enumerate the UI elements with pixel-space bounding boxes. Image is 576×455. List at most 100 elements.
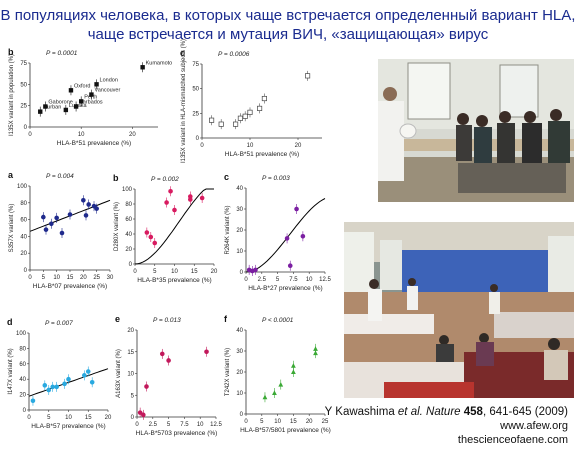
data-point [94, 206, 99, 211]
y-tick-label: 0 [24, 125, 28, 131]
data-point-label: Barbados [79, 100, 103, 106]
citation-site-afew: www.afew.org [500, 420, 568, 432]
data-point [253, 267, 258, 273]
x-tick-label: 0 [200, 143, 204, 149]
data-point [168, 188, 173, 194]
y-tick-label: 60 [125, 217, 132, 223]
x-axis-title: HLA-B*51 prevalence (%) [225, 151, 299, 158]
y-tick-label: 30 [236, 207, 243, 213]
data-point [66, 376, 71, 382]
x-tick-label: 2.5 [258, 277, 267, 283]
y-tick-label: 40 [19, 377, 26, 383]
x-tick-label: 10 [247, 143, 254, 149]
y-tick-label: 40 [236, 328, 243, 334]
data-point [144, 230, 150, 235]
x-axis-title: HLA-B*35 prevalence (%) [137, 277, 211, 284]
x-tick-label: 30 [107, 275, 114, 281]
data-point [166, 358, 171, 363]
x-tick-label: 25 [93, 275, 100, 281]
x-axis-title: HLA-B*07 prevalence (%) [33, 283, 107, 290]
p-value-label: P = 0.007 [45, 320, 73, 327]
chart-panel-1: b P = 0.0001 0 10 20 0 25 50 75 HLA-B*51 prevalen… [8, 47, 172, 147]
hospital-ward-image [344, 222, 574, 398]
y-tick-label: 20 [236, 370, 243, 376]
y-tick-label: 0 [129, 262, 133, 268]
x-tick-label: 7.5 [289, 277, 298, 283]
x-tick-label: 10 [274, 419, 281, 425]
x-axis-title: HLA-B*5703 prevalence (%) [136, 430, 218, 437]
data-point [86, 202, 91, 207]
y-tick-label: 100 [17, 184, 28, 190]
y-tick-label: 10 [236, 249, 243, 255]
data-point [38, 109, 43, 114]
fit-curve [134, 188, 214, 265]
y-axis-title: D280X variant (%) [114, 202, 120, 251]
y-tick-label: 100 [122, 187, 133, 193]
data-point [68, 88, 74, 93]
data-point [172, 207, 177, 213]
data-point [294, 206, 299, 212]
data-point [278, 382, 284, 387]
p-value-label: P = 0.0006 [218, 51, 250, 58]
p-value-label: P = 0.004 [46, 173, 74, 180]
x-tick-label: 0 [244, 419, 248, 425]
title-line-1: В популяциях человека, в которых чаще вс… [0, 7, 576, 24]
data-point [43, 104, 48, 109]
data-point-label: Vancouver [94, 88, 120, 94]
panel-letter: c [180, 48, 185, 58]
y-tick-label: 0 [240, 412, 244, 418]
data-point [46, 387, 52, 393]
x-tick-label: 10 [197, 422, 204, 428]
panel-letter: d [7, 317, 13, 327]
x-tick-label: 2.5 [149, 422, 158, 428]
x-tick-label: 15 [290, 419, 297, 425]
data-point [50, 384, 55, 390]
data-point [148, 234, 154, 240]
y-tick-label: 75 [192, 62, 199, 68]
data-point [73, 104, 79, 109]
data-point-label: Perth [84, 94, 97, 100]
chart-panel-8: f P < 0.0001 0 5 10 15 20 25 0 10 20 30 40 HLA-B*57/5… [224, 314, 331, 434]
x-tick-label: 5 [153, 269, 157, 275]
y-tick-label: 20 [125, 247, 132, 253]
data-point [63, 107, 69, 113]
y-tick-label: 20 [236, 228, 243, 234]
data-point [140, 65, 145, 70]
y-tick-label: 5 [131, 393, 135, 399]
y-tick-label: 20 [20, 251, 27, 257]
x-tick-label: 10 [78, 132, 85, 138]
data-point [257, 105, 263, 111]
data-point-label: Durban [43, 105, 61, 111]
data-point [261, 95, 267, 102]
data-point [62, 381, 67, 387]
data-point [54, 384, 59, 390]
x-tick-label: 0 [244, 277, 248, 283]
data-point [284, 236, 290, 241]
chart-panel-2: c P = 0.0006 0 10 20 0 25 50 75 HLA-B*51 prevalen… [180, 39, 322, 163]
data-point [305, 73, 311, 79]
x-tick-label: 20 [211, 269, 218, 275]
data-point [49, 221, 54, 227]
fit-curve [245, 198, 326, 273]
data-point [43, 227, 49, 232]
panel-letter: e [115, 314, 120, 324]
data-point [41, 214, 46, 220]
y-tick-label: 50 [20, 82, 27, 88]
x-tick-label: 15 [191, 269, 198, 275]
x-axis-title: HLA-B*27 prevalence (%) [248, 285, 322, 292]
y-tick-label: 25 [192, 111, 199, 117]
data-point [159, 351, 165, 357]
x-tick-label: 5 [167, 422, 171, 428]
x-axis-title: HLA-B*51 prevalence (%) [57, 140, 131, 147]
panel-letter: b [8, 47, 14, 57]
x-tick-label: 15 [85, 415, 92, 421]
citation-author: Y Kawashima [324, 406, 398, 418]
y-tick-label: 40 [20, 234, 27, 240]
data-point [272, 390, 277, 395]
panel-letter: b [113, 173, 119, 183]
y-tick-label: 0 [24, 268, 28, 274]
data-point [30, 398, 36, 404]
data-point [152, 240, 158, 246]
x-axis-title: HLA-B*57/5801 prevalence (%) [240, 427, 331, 434]
x-tick-label: 5 [276, 277, 280, 283]
